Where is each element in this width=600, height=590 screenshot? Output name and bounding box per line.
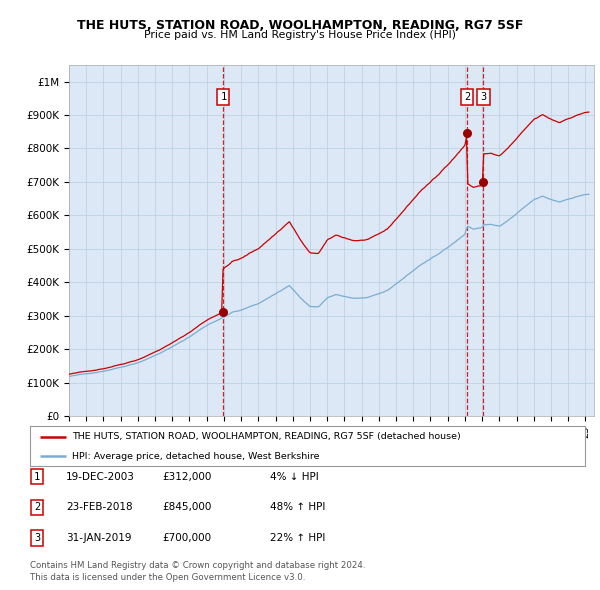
Text: 48% ↑ HPI: 48% ↑ HPI [270,503,325,512]
Text: 31-JAN-2019: 31-JAN-2019 [66,533,131,543]
Text: HPI: Average price, detached house, West Berkshire: HPI: Average price, detached house, West… [71,451,319,461]
Text: 19-DEC-2003: 19-DEC-2003 [66,472,135,481]
Text: 3: 3 [34,533,40,543]
Text: 23-FEB-2018: 23-FEB-2018 [66,503,133,512]
Text: £312,000: £312,000 [162,472,211,481]
Text: THE HUTS, STATION ROAD, WOOLHAMPTON, READING, RG7 5SF (detached house): THE HUTS, STATION ROAD, WOOLHAMPTON, REA… [71,432,460,441]
Text: 2: 2 [464,91,470,101]
Text: 4% ↓ HPI: 4% ↓ HPI [270,472,319,481]
Text: 2: 2 [34,503,40,512]
Text: £700,000: £700,000 [162,533,211,543]
Text: Contains HM Land Registry data © Crown copyright and database right 2024.
This d: Contains HM Land Registry data © Crown c… [30,561,365,582]
Text: Price paid vs. HM Land Registry's House Price Index (HPI): Price paid vs. HM Land Registry's House … [144,30,456,40]
Text: 1: 1 [34,472,40,481]
Text: 3: 3 [481,91,487,101]
Text: 22% ↑ HPI: 22% ↑ HPI [270,533,325,543]
Text: 1: 1 [220,91,227,101]
Text: THE HUTS, STATION ROAD, WOOLHAMPTON, READING, RG7 5SF: THE HUTS, STATION ROAD, WOOLHAMPTON, REA… [77,19,523,32]
Text: £845,000: £845,000 [162,503,211,512]
